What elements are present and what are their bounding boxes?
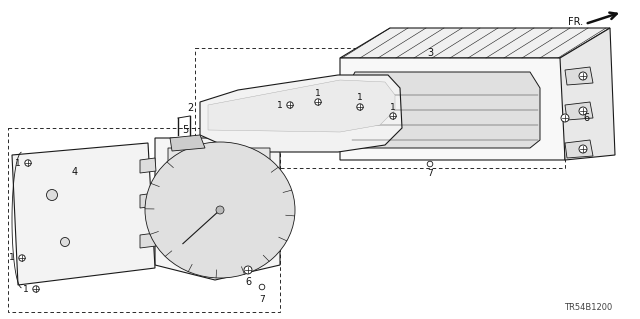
Circle shape xyxy=(61,238,70,247)
Text: 6: 6 xyxy=(583,113,589,123)
Circle shape xyxy=(47,189,58,201)
Circle shape xyxy=(259,284,265,290)
Text: FR.: FR. xyxy=(568,17,583,27)
Text: 4: 4 xyxy=(72,167,78,177)
Text: 2: 2 xyxy=(187,103,193,113)
Text: 1: 1 xyxy=(357,93,363,102)
Polygon shape xyxy=(12,143,155,285)
Circle shape xyxy=(244,266,252,274)
Polygon shape xyxy=(208,80,395,132)
Text: 7: 7 xyxy=(427,169,433,179)
Circle shape xyxy=(25,160,31,166)
Circle shape xyxy=(33,286,39,292)
Circle shape xyxy=(315,99,321,105)
Polygon shape xyxy=(168,148,270,270)
Circle shape xyxy=(579,72,587,80)
Text: 1: 1 xyxy=(23,285,29,293)
Circle shape xyxy=(357,104,364,110)
Text: 6: 6 xyxy=(245,277,251,287)
Text: 1: 1 xyxy=(15,159,21,167)
Polygon shape xyxy=(140,233,156,248)
Polygon shape xyxy=(565,102,593,120)
Text: 1: 1 xyxy=(315,88,321,98)
Polygon shape xyxy=(170,135,205,151)
Polygon shape xyxy=(340,28,610,58)
Circle shape xyxy=(561,114,569,122)
Circle shape xyxy=(19,255,25,261)
Polygon shape xyxy=(155,138,280,280)
Text: 5: 5 xyxy=(182,125,188,135)
Polygon shape xyxy=(340,58,565,160)
Text: 3: 3 xyxy=(427,48,433,58)
Circle shape xyxy=(287,102,293,108)
Polygon shape xyxy=(348,72,540,148)
Ellipse shape xyxy=(145,142,295,278)
Circle shape xyxy=(428,161,433,167)
Polygon shape xyxy=(560,28,615,160)
Circle shape xyxy=(579,107,587,115)
Text: 1: 1 xyxy=(9,254,15,263)
Polygon shape xyxy=(200,75,402,152)
Text: TR54B1200: TR54B1200 xyxy=(564,303,612,313)
Text: 1: 1 xyxy=(390,102,396,112)
Circle shape xyxy=(390,113,396,119)
Text: 7: 7 xyxy=(259,294,265,303)
Circle shape xyxy=(216,206,224,214)
Text: 1: 1 xyxy=(277,100,283,109)
Polygon shape xyxy=(140,158,156,173)
Polygon shape xyxy=(140,193,156,208)
Polygon shape xyxy=(565,140,593,158)
Polygon shape xyxy=(565,67,593,85)
Circle shape xyxy=(579,145,587,153)
